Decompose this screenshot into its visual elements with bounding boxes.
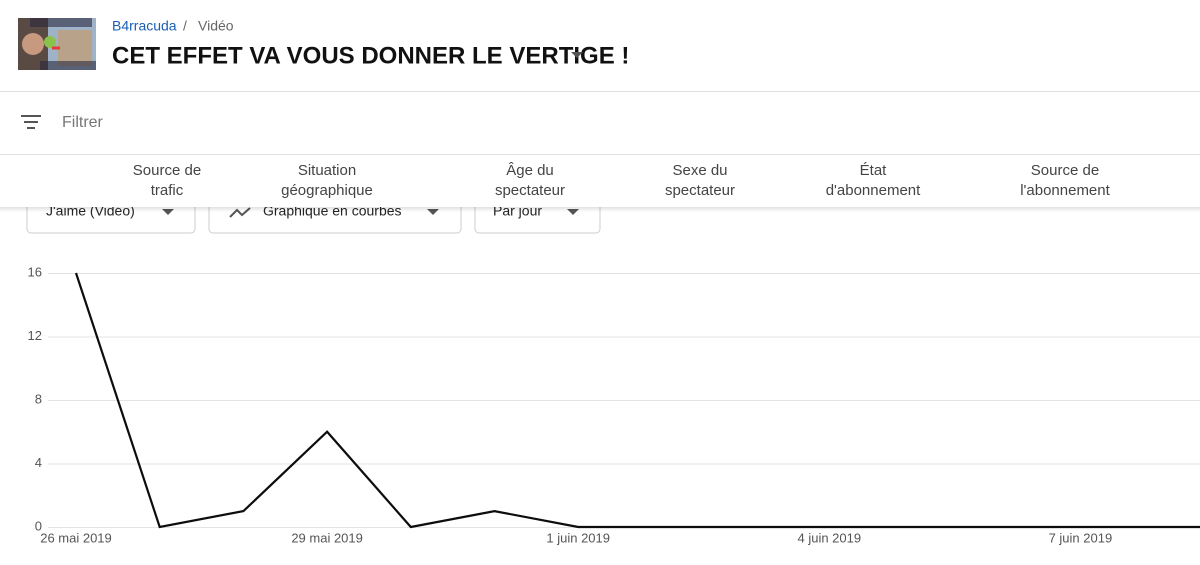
tab[interactable]: Source de trafic [133, 162, 201, 199]
filter-placeholder[interactable]: Filtrer [62, 114, 104, 131]
tab-label: Sexe du spectateur [665, 162, 735, 199]
tab[interactable]: Âge du spectateur [495, 162, 565, 199]
y-tick-label: 16 [28, 264, 42, 279]
x-tick-label: 7 juin 2019 [1049, 530, 1113, 545]
tab[interactable]: Situation géographique [281, 162, 373, 199]
tab[interactable]: État d'abonnement [826, 162, 921, 199]
tab-label: État d'abonnement [826, 162, 921, 199]
breadcrumb-page: Vidéo [198, 18, 234, 34]
title-dropdown[interactable] [571, 52, 583, 58]
x-tick-label: 4 juin 2019 [797, 530, 861, 545]
thumbnail[interactable] [18, 18, 96, 70]
x-tick-label: 26 mai 2019 [40, 530, 112, 545]
video-title: CET EFFET VA VOUS DONNER LE VERTIGE ! [112, 42, 629, 69]
breadcrumb-separator: / [183, 18, 187, 34]
tab-shadow [0, 207, 1200, 212]
top-panel [0, 0, 1200, 207]
y-tick-label: 4 [35, 455, 42, 470]
data-line [74, 272, 1200, 529]
tab-label: Âge du spectateur [495, 162, 565, 199]
tab[interactable]: Sexe du spectateur [665, 162, 735, 199]
y-tick-label: 0 [35, 518, 42, 533]
tab-label: Source de l'abonnement [1020, 162, 1110, 199]
tabs: Source de trafic Situation géographique Âge … [133, 162, 1111, 199]
filter-icon[interactable] [21, 115, 41, 129]
x-tick-label: 1 juin 2019 [546, 530, 610, 545]
breadcrumb-channel[interactable]: B4rracuda [112, 18, 177, 34]
y-tick-label: 8 [35, 391, 42, 406]
chart: 0 4 8 12 16 26 mai 2019 29 mai 2019 1 juin 2019… [28, 264, 1200, 545]
tab-label: Source de trafic [133, 162, 201, 199]
x-tick-label: 29 mai 2019 [291, 530, 363, 545]
tab-label: Situation géographique [281, 162, 373, 199]
tab[interactable]: Source de l'abonnement [1020, 162, 1110, 199]
y-tick-label: 12 [28, 328, 42, 343]
